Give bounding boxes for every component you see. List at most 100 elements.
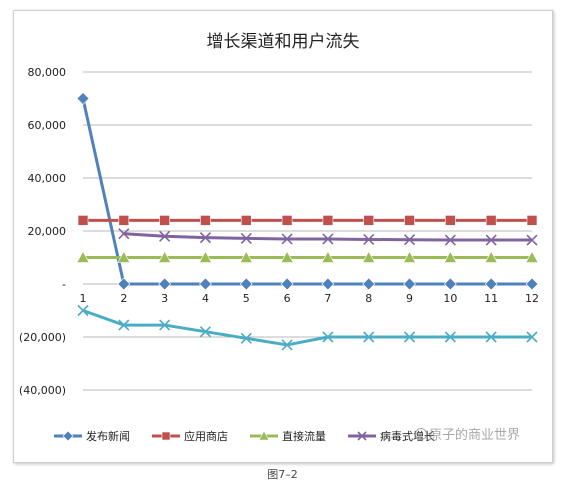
- x-tick-label: 9: [406, 292, 413, 305]
- series-line: [82, 309, 532, 347]
- data-point: [485, 215, 497, 226]
- y-tick-label: -: [62, 278, 66, 291]
- data-point: [363, 331, 375, 343]
- data-point: [280, 277, 294, 291]
- legend-swatch-marker: [357, 431, 367, 441]
- figure-caption: 图7–2: [267, 468, 298, 481]
- data-point: [199, 277, 212, 291]
- data-point: [117, 250, 131, 263]
- legend-item: 直接流量: [250, 429, 326, 443]
- data-point: [484, 250, 498, 263]
- data-point: [363, 233, 375, 246]
- legend-label: 应用商店: [184, 429, 228, 443]
- data-point: [322, 331, 334, 343]
- data-point: [159, 230, 171, 242]
- x-tick-label: 1: [80, 292, 87, 305]
- series-4: [118, 228, 538, 246]
- data-point: [525, 250, 539, 263]
- x-tick-label: 6: [284, 292, 291, 305]
- data-point: [159, 215, 170, 226]
- legend-swatch-marker: [62, 430, 74, 442]
- data-point: [321, 277, 335, 291]
- data-point: [77, 304, 89, 317]
- data-point: [484, 277, 498, 291]
- legend-swatch-marker: [258, 430, 270, 441]
- legend-item: 应用商店: [152, 429, 228, 443]
- data-point: [239, 250, 253, 263]
- data-point: [240, 215, 252, 226]
- x-tick-label: 11: [484, 292, 498, 305]
- series-line: [81, 98, 532, 286]
- data-point: [199, 232, 212, 244]
- data-point: [526, 215, 538, 226]
- data-point: [526, 234, 538, 246]
- watermark-text: 原子的商业世界: [429, 428, 521, 443]
- data-point: [118, 228, 130, 240]
- chat-bubble-icon: [415, 428, 427, 440]
- x-tick-label: 5: [243, 292, 250, 305]
- legend-swatch-marker: [161, 431, 171, 441]
- data-point: [77, 215, 89, 226]
- x-tick-label: 7: [324, 292, 331, 305]
- data-point: [199, 326, 212, 338]
- chart-frame: 增长渠道和用户流失 80,000 60,000 40,000 20,000 - (20,0…: [13, 10, 553, 463]
- series-3: [76, 250, 539, 263]
- data-point: [443, 250, 457, 263]
- data-point: [76, 250, 90, 263]
- data-point: [159, 319, 171, 331]
- data-point: [526, 331, 538, 343]
- y-tick-label: (40,000): [19, 384, 66, 397]
- chart-title: 增长渠道和用户流失: [207, 32, 360, 52]
- data-point: [485, 331, 497, 343]
- data-point: [485, 234, 497, 246]
- data-point: [403, 234, 416, 246]
- data-point: [525, 277, 539, 291]
- series-2: [77, 215, 538, 226]
- series-1: [76, 92, 539, 291]
- legend: 发布新闻 应用商店 直接流量 病毒式增长: [54, 429, 435, 443]
- data-point: [76, 92, 90, 105]
- data-point: [158, 250, 172, 263]
- data-point: [444, 331, 456, 343]
- data-point: [322, 215, 334, 226]
- x-tick-label: 10: [443, 292, 457, 305]
- x-tick-label: 12: [525, 292, 539, 305]
- x-tick-label: 4: [202, 292, 209, 305]
- data-point: [404, 215, 415, 226]
- x-tick-label: 2: [120, 292, 127, 305]
- y-tick-label: 60,000: [28, 119, 67, 132]
- data-point: [281, 339, 293, 351]
- data-point: [281, 233, 293, 245]
- y-tick-label: 80,000: [28, 66, 67, 79]
- line-chart: 增长渠道和用户流失 80,000 60,000 40,000 20,000 - (20,0…: [19, 32, 539, 443]
- data-point: [200, 215, 211, 226]
- data-point: [118, 215, 130, 226]
- data-point: [158, 277, 172, 291]
- watermark: 原子的商业世界: [415, 424, 520, 443]
- data-point: [445, 215, 456, 226]
- y-tick-label: (20,000): [19, 331, 66, 344]
- data-point: [240, 232, 252, 244]
- data-point: [403, 331, 416, 343]
- series-5: [77, 304, 538, 351]
- series-layer: [76, 92, 539, 351]
- data-point: [240, 332, 252, 344]
- legend-label: 发布新闻: [86, 429, 130, 443]
- data-point: [198, 250, 212, 263]
- data-point: [363, 215, 375, 226]
- y-tick-label: 40,000: [28, 172, 67, 185]
- data-point: [403, 277, 416, 291]
- x-tick-label: 8: [365, 292, 372, 305]
- data-point: [322, 233, 334, 245]
- y-tick-labels: 80,000 60,000 40,000 20,000 - (20,000) (40,000…: [19, 66, 66, 397]
- data-point: [239, 277, 253, 291]
- data-point: [443, 277, 457, 291]
- data-point: [362, 277, 376, 291]
- data-point: [403, 250, 417, 263]
- data-point: [118, 319, 130, 331]
- data-point: [280, 250, 294, 263]
- legend-label: 直接流量: [282, 429, 326, 443]
- data-point: [281, 215, 293, 226]
- data-point: [117, 277, 131, 291]
- x-tick-label: 3: [161, 292, 168, 305]
